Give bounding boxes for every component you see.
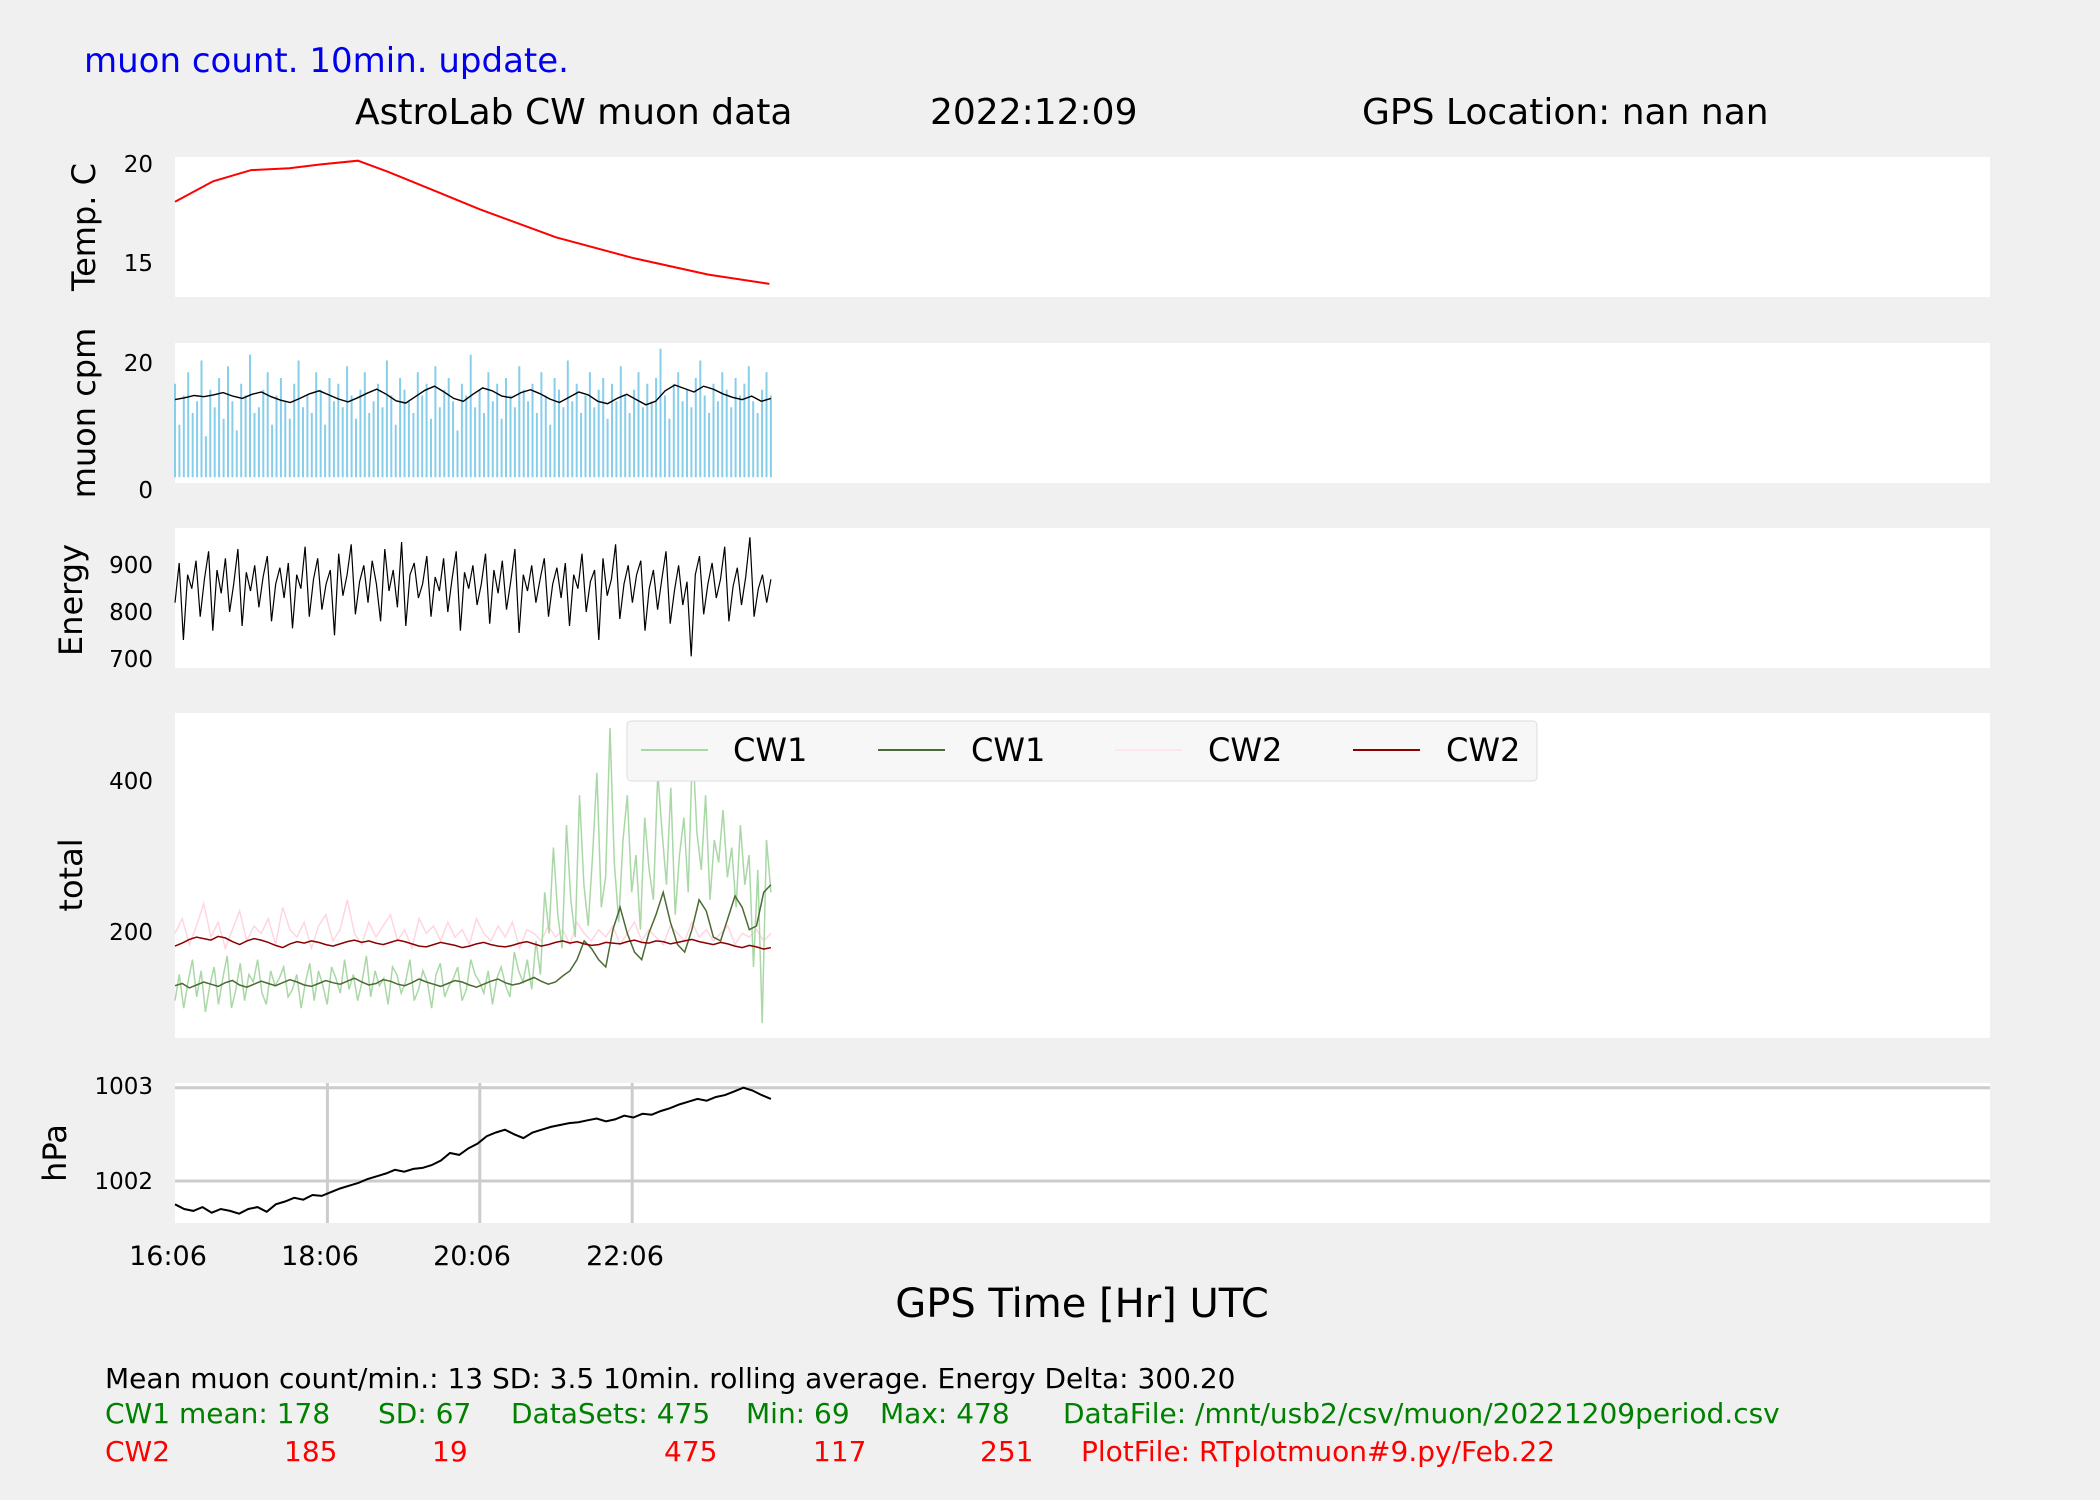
cw2-sd: 19 [432, 1435, 468, 1468]
muon-rolling-average-line [174, 384, 772, 406]
x-tick-label: 22:06 [586, 1241, 664, 1272]
cw2-min: 117 [813, 1435, 866, 1468]
stats-line-cw2: CW2 185 19 475 117 251 PlotFile: RTplotm… [105, 1435, 1555, 1468]
chart-subtitle: muon count. 10min. update. [84, 41, 569, 81]
stats-line-muon: Mean muon count/min.: 13 SD: 3.5 10min. … [105, 1362, 1235, 1395]
cw1-datasets: DataSets: 475 [511, 1397, 710, 1430]
chart-title: AstroLab CW muon data [355, 92, 792, 133]
x-tick-label: 20:06 [433, 1241, 511, 1272]
temp-panel [175, 157, 1990, 297]
temp-tick-label: 15 [124, 251, 153, 277]
muon-panel [175, 343, 1990, 483]
total-series [174, 727, 772, 1024]
energy-series [174, 537, 772, 657]
temp-axis-label: Temp. C [65, 163, 103, 292]
temp-series [174, 159, 770, 285]
pressure-line [174, 1086, 772, 1215]
pressure-panel [175, 1083, 1990, 1223]
energy-tick-label: 700 [109, 647, 153, 673]
legend: CW1 CW1 CW2 CW2 [626, 720, 1538, 782]
chart-date: 2022:12:09 [930, 92, 1138, 133]
stats-line-cw1: CW1 mean: 178 SD: 67 DataSets: 475 Min: … [105, 1397, 1780, 1430]
energy-tick-label: 800 [109, 600, 153, 626]
x-tick-label: 18:06 [281, 1241, 359, 1272]
x-tick-label: 16:06 [129, 1241, 207, 1272]
temp-line [174, 159, 770, 285]
energy-line [174, 537, 772, 657]
cw1-mean: CW1 mean: 178 [105, 1397, 330, 1430]
legend-label-cw1-avg: CW1 [971, 731, 1045, 769]
legend-label-cw1-raw: CW1 [733, 731, 807, 769]
energy-tick-label: 900 [109, 553, 153, 579]
cw2-rolling-line [174, 935, 772, 950]
cw1-sd: SD: 67 [378, 1397, 471, 1430]
gps-location: GPS Location: nan nan [1362, 92, 1769, 133]
total-tick-label: 200 [109, 920, 153, 946]
muon-tick-label: 0 [138, 478, 153, 504]
plotfile-path: PlotFile: RTplotmuon#9.py/Feb.22 [1081, 1435, 1555, 1468]
muon-tick-label: 20 [124, 351, 153, 377]
muon-series [174, 348, 772, 478]
pressure-grid [175, 1083, 1990, 1223]
energy-panel [175, 528, 1990, 668]
legend-box [626, 720, 1538, 782]
legend-label-cw2-avg: CW2 [1446, 731, 1520, 769]
cw2-datasets: 475 [664, 1435, 717, 1468]
cw2-label: CW2 [105, 1435, 170, 1468]
pressure-axis-label: hPa [36, 1124, 74, 1182]
cw1-min: Min: 69 [746, 1397, 850, 1430]
cw2-mean: 185 [284, 1435, 337, 1468]
cw2-max: 251 [980, 1435, 1033, 1468]
temp-tick-label: 20 [124, 152, 153, 178]
x-axis-label: GPS Time [Hr] UTC [895, 1281, 1269, 1327]
pressure-tick-label: 1002 [94, 1169, 153, 1195]
pressure-series [174, 1086, 772, 1215]
muon-axis-label: muon cpm [65, 328, 103, 499]
total-tick-label: 400 [109, 769, 153, 795]
datafile-path: DataFile: /mnt/usb2/csv/muon/20221209per… [1063, 1397, 1780, 1430]
cw1-raw-line [174, 727, 772, 1024]
cw1-max: Max: 478 [880, 1397, 1010, 1430]
pressure-tick-label: 1003 [94, 1074, 153, 1100]
legend-label-cw2-raw: CW2 [1208, 731, 1282, 769]
energy-axis-label: Energy [52, 544, 90, 656]
cw1-rolling-line [174, 884, 772, 989]
total-axis-label: total [52, 838, 90, 911]
